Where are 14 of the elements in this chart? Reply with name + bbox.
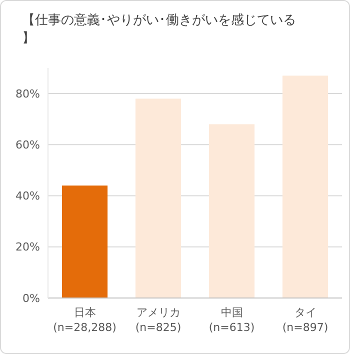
bar xyxy=(208,124,255,298)
y-tick-label: 20% xyxy=(16,240,40,254)
y-tick-label: 0% xyxy=(22,292,40,305)
x-tick-label: 中国 (n=613) xyxy=(208,306,255,334)
bar xyxy=(135,98,182,298)
y-tick-label: 60% xyxy=(16,138,40,152)
x-tick-label: アメリカ (n=825) xyxy=(135,306,182,334)
x-tick-label: 日本 (n=28,288) xyxy=(53,306,116,334)
chart-title: 【仕事の意義･やりがい･働きがいを感じている】 xyxy=(22,13,296,46)
bar xyxy=(282,76,328,298)
bar xyxy=(62,186,108,298)
y-tick-label: 80% xyxy=(16,87,40,100)
x-tick-label: タイ (n=897) xyxy=(282,306,328,334)
y-tick-label: 40% xyxy=(16,190,40,203)
